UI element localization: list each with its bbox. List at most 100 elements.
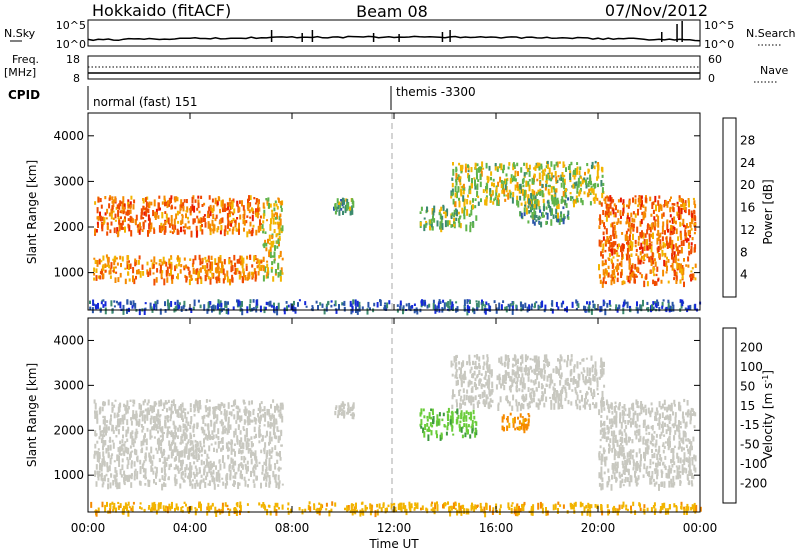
power-marks-cell — [109, 229, 112, 234]
velocity-marks-cell — [219, 404, 222, 409]
power-marks-cell — [590, 308, 593, 315]
power-marks-cell — [113, 300, 116, 303]
power-marks-cell — [662, 269, 665, 277]
power-marks-cell — [609, 308, 612, 311]
velocity-marks-cell — [191, 479, 194, 482]
power-marks-cell — [144, 197, 147, 203]
velocity-marks-cell — [157, 412, 160, 417]
velocity-marks-cell — [232, 400, 235, 407]
velocity-marks-cell — [593, 404, 596, 409]
velocity-marks-cell — [692, 436, 695, 442]
power-marks-cell — [485, 186, 487, 192]
velocity-marks-cell — [464, 376, 467, 380]
velocity-marks-cell — [168, 464, 171, 468]
velocity-marks-cell — [643, 419, 646, 426]
power-marks-cell — [114, 219, 117, 222]
velocity-marks-cell — [491, 388, 494, 393]
power-marks-cell — [669, 306, 672, 310]
power-marks-cell — [496, 199, 499, 206]
power-marks-cell — [396, 304, 399, 307]
power-marks-cell — [97, 302, 99, 309]
power-marks-cell — [102, 264, 105, 271]
velocity-marks-cell — [190, 421, 192, 425]
power-marks-cell — [117, 210, 120, 217]
velocity-marks-cell — [638, 412, 641, 416]
velocity-marks-cell — [221, 422, 224, 426]
velocity-marks-cell — [159, 427, 162, 432]
power-marks-cell — [541, 212, 544, 218]
velocity-marks-cell — [549, 396, 552, 399]
velocity-marks-cell — [207, 424, 210, 431]
velocity-marks-cell — [642, 474, 645, 478]
power-marks-cell — [587, 168, 590, 174]
power-marks-cell — [164, 309, 167, 313]
power-marks-cell — [560, 174, 563, 181]
power-marks-cell — [563, 216, 566, 220]
power-marks-cell — [206, 215, 209, 219]
velocity-marks-cell — [94, 434, 97, 437]
power-marks-cell — [432, 303, 435, 310]
power-marks-cell — [228, 212, 231, 218]
velocity-marks-cell — [689, 419, 692, 425]
power-marks-cell — [673, 203, 676, 206]
power-marks-cell — [622, 199, 625, 204]
power-marks-cell — [493, 182, 495, 188]
power-marks-cell — [503, 194, 506, 197]
power-marks-cell — [652, 232, 654, 239]
power-marks-cell — [102, 304, 105, 308]
power-marks-cell — [114, 196, 117, 203]
velocity-marks-cell — [339, 405, 342, 413]
velocity-marks-cell — [453, 356, 456, 363]
power-marks-cell — [274, 212, 277, 215]
power-marks-cell — [204, 256, 207, 260]
velocity-marks-cell — [276, 452, 279, 457]
velocity-marks-cell — [616, 444, 619, 447]
power-marks-cell — [656, 237, 659, 245]
power-marks-cell — [650, 245, 653, 253]
power-marks-cell — [233, 220, 236, 223]
ytick-label: 3000 — [53, 174, 84, 188]
power-marks-cell — [142, 205, 145, 210]
power-marks-cell — [116, 300, 118, 304]
velocity-marks-cell — [594, 367, 597, 375]
power-marks-cell — [171, 279, 174, 284]
velocity-marks-cell — [171, 450, 174, 454]
power-marks-cell — [128, 263, 130, 270]
velocity-marks-cell — [197, 454, 200, 460]
velocity-marks-cell — [111, 453, 114, 456]
velocity-marks-cell — [497, 402, 500, 406]
power-marks-cell — [630, 268, 633, 274]
power-marks-cell — [627, 240, 630, 243]
velocity-marks-cell — [212, 410, 215, 415]
velocity-marks-cell — [158, 418, 161, 424]
power-marks-cell — [520, 212, 523, 219]
power-marks-cell — [644, 233, 647, 238]
power-marks-cell — [524, 302, 527, 309]
velocity-marks-cell — [241, 473, 243, 480]
velocity-marks-cell — [110, 414, 112, 418]
power-marks-cell — [231, 265, 234, 271]
velocity-marks-cell — [151, 467, 154, 472]
velocity-marks-cell — [481, 391, 484, 399]
velocity-marks-cell — [534, 379, 537, 385]
power-marks-cell — [426, 206, 428, 212]
power-marks-cell — [339, 202, 342, 209]
velocity-marks-cell — [207, 412, 210, 418]
velocity-marks-cell — [204, 464, 207, 468]
power-marks-cell — [181, 213, 184, 217]
velocity-marks-cell — [122, 426, 125, 431]
power-marks-cell — [485, 201, 488, 206]
velocity-marks-cell — [529, 405, 531, 408]
velocity-marks-cell — [682, 459, 685, 463]
power-marks-cell — [681, 275, 684, 280]
velocity-marks-cell — [168, 426, 171, 429]
power-marks-cell — [267, 197, 270, 202]
power-marks-cell — [214, 305, 217, 310]
power-marks-cell — [645, 195, 647, 199]
velocity-marks-cell — [576, 394, 579, 401]
velocity-marks-cell — [662, 462, 664, 466]
power-marks-cell — [525, 180, 528, 187]
velocity-marks-cell — [347, 404, 350, 408]
velocity-marks-cell — [664, 455, 667, 460]
power-marks-cell — [550, 219, 553, 226]
